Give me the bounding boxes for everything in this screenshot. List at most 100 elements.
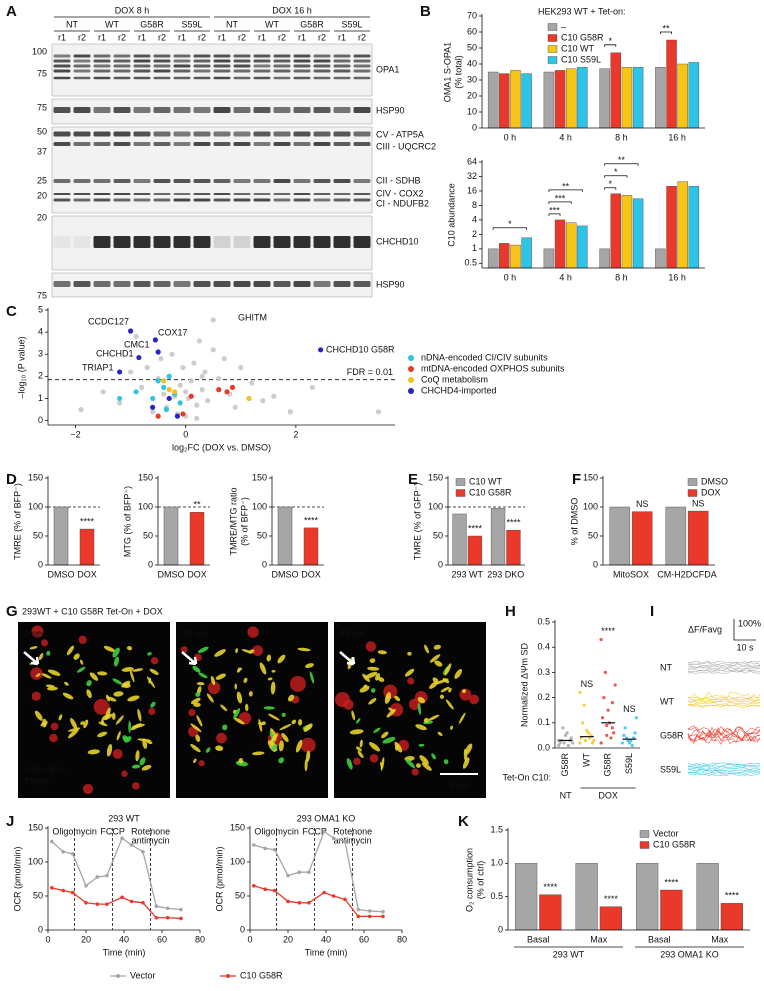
blot-band — [113, 236, 131, 248]
blot-band — [93, 142, 111, 146]
point — [210, 347, 216, 353]
legend-label: CHCHD4-imported — [421, 385, 497, 395]
tmre-blob — [469, 694, 479, 705]
y-tick-label: 50 — [433, 530, 443, 540]
blot-band — [173, 76, 191, 80]
mito-blob — [113, 691, 124, 697]
blot-marker: 50 — [37, 126, 47, 136]
x-tick-label: 4 h — [559, 272, 572, 282]
bar — [636, 863, 659, 931]
point — [571, 741, 575, 745]
tmre-blob — [78, 635, 87, 644]
blot-band — [193, 193, 211, 195]
point — [50, 886, 54, 890]
mito-blob — [304, 758, 308, 772]
blot-band — [133, 198, 151, 202]
blot-band — [73, 142, 91, 146]
y-axis-label: TMRE/MTG ratio — [228, 487, 238, 555]
significance-label: *** — [549, 205, 560, 215]
group-label: 293 WT — [553, 949, 585, 959]
point — [199, 387, 205, 393]
bar — [577, 66, 588, 129]
point — [221, 356, 227, 362]
tmre-blob — [31, 691, 41, 701]
blot-band — [153, 131, 171, 137]
blot-band — [53, 281, 71, 287]
tmre-blob — [40, 639, 49, 647]
time-label: 38 sec — [182, 628, 209, 638]
mito-blob — [68, 727, 81, 732]
blot-protein: CIV - COX2 — [376, 188, 424, 198]
y-tick-label: 0 — [38, 924, 43, 934]
blot-band — [193, 69, 211, 73]
tmre-blob — [132, 782, 140, 790]
mito-blob — [126, 646, 133, 651]
significance-bracket — [604, 163, 639, 166]
mito-blob — [369, 742, 381, 752]
injection-label: Rotenone — [333, 826, 372, 836]
mito-blob — [112, 647, 120, 658]
blot-band — [73, 54, 91, 58]
blot-band — [293, 198, 311, 202]
y-axis-label: TMRE (% of BFP⁻) — [12, 483, 22, 560]
bar — [79, 528, 95, 566]
point — [343, 839, 347, 844]
x-tick-label: 0 h — [504, 132, 517, 142]
tmre-blob — [150, 657, 159, 665]
blot-band — [93, 107, 111, 113]
mito-blob — [236, 691, 243, 704]
x-tick-label: 16 h — [668, 132, 686, 142]
point — [599, 741, 603, 745]
x-tick-label: DMSO — [272, 569, 299, 579]
y-tick-label: 70 — [467, 10, 477, 20]
blot-band — [153, 142, 171, 146]
point — [150, 409, 156, 415]
bar — [599, 248, 610, 269]
significance-label: **** — [604, 894, 619, 904]
blot-condition: G58R — [140, 19, 164, 29]
blot-band — [173, 69, 191, 73]
y-tick-label: 100 — [28, 856, 43, 866]
y-tick-label: 1 — [472, 243, 477, 253]
blot-band — [233, 193, 251, 195]
tmre-blob — [353, 757, 361, 766]
blot-band — [53, 76, 71, 80]
bar — [565, 68, 577, 129]
mito-blob — [105, 694, 111, 702]
blot-marker: 75 — [37, 290, 47, 300]
point — [78, 406, 84, 413]
y-axis-label: OCR (pmol/min) — [12, 846, 22, 911]
tmre-blob — [31, 625, 44, 638]
mito-blob — [193, 702, 201, 708]
tmre-blob — [50, 722, 59, 731]
point — [610, 726, 614, 730]
point — [322, 829, 326, 834]
mito-blob — [407, 651, 412, 656]
point — [191, 360, 197, 366]
mito-blob — [427, 714, 440, 721]
legend-swatch — [687, 478, 698, 486]
blot-band — [213, 198, 231, 202]
mito-blob — [210, 676, 216, 686]
mito-blob — [394, 741, 403, 753]
point — [232, 404, 238, 410]
channel-label: TMRE — [24, 776, 50, 786]
blot-band — [253, 281, 271, 287]
point — [61, 888, 65, 893]
y-tick-label: 100 — [28, 501, 43, 511]
bar — [565, 222, 577, 269]
bar — [490, 507, 506, 566]
mito-blob — [190, 697, 201, 705]
point — [166, 387, 172, 393]
legend-swatch — [455, 478, 466, 486]
blot-band — [353, 236, 371, 248]
mito-blob — [243, 677, 248, 683]
point — [199, 373, 205, 379]
x-tick-label: 60 — [359, 934, 369, 944]
point — [136, 354, 142, 361]
blot-band — [133, 281, 151, 287]
y-axis-label: OMA1 S-OPA1 — [442, 42, 452, 102]
blot-replicate: r1 — [338, 32, 346, 42]
blot-band — [113, 64, 131, 68]
blot-band — [173, 59, 191, 63]
